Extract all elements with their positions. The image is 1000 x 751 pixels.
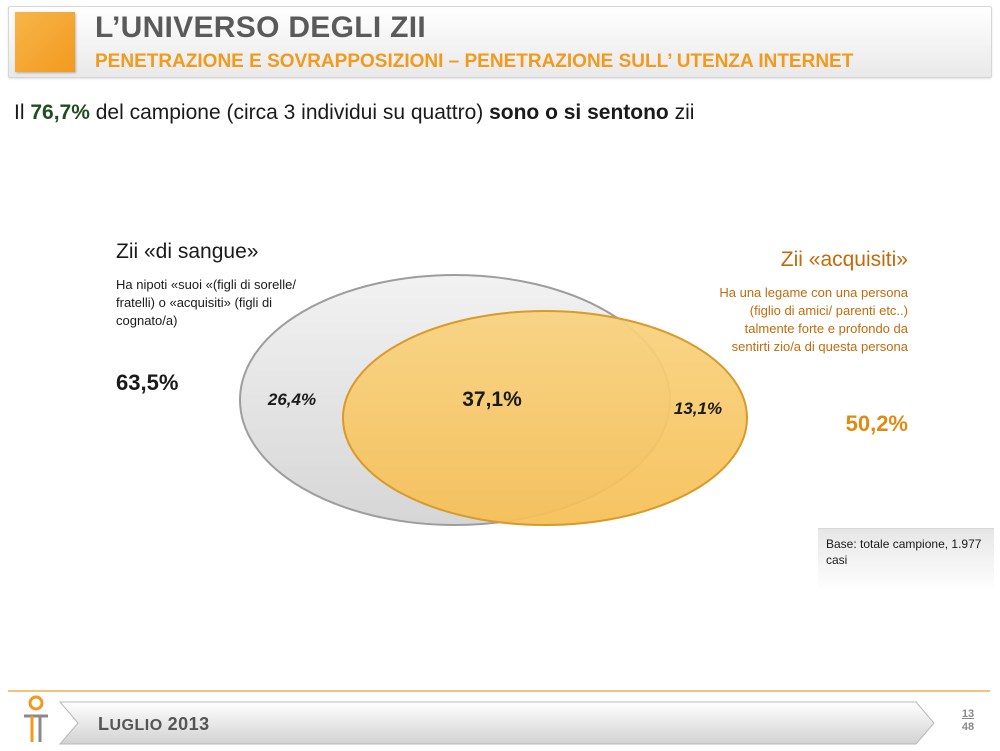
page-number: 13 48: [954, 708, 982, 734]
footer-divider: [8, 690, 990, 692]
footer-date-initial: L: [98, 714, 110, 734]
overlap-percent: 37,1%: [462, 388, 522, 411]
base-note-box: Base: totale campione, 1.977 casi: [818, 528, 994, 591]
headline-bold: sono o si sentono: [489, 101, 669, 124]
base-note: Base: totale campione, 1.977 casi: [826, 537, 982, 567]
slide-subtitle: PENETRAZIONE E SOVRAPPOSIZIONI – PENETRA…: [95, 51, 854, 72]
blood-uncles-percent: 63,5%: [116, 370, 179, 395]
page-total: 48: [961, 721, 975, 733]
acquired-only-percent: 13,1%: [674, 399, 722, 418]
footer-date-year: 2013: [167, 714, 210, 734]
page-current: 13: [961, 708, 975, 720]
headline-percent: 76,7%: [30, 101, 90, 124]
blood-uncles-title: Zii «di sangue»: [116, 240, 259, 263]
footer-date: LUGLIO 2013: [98, 714, 210, 735]
blood-only-percent: 26,4%: [267, 390, 316, 409]
footer-date-month: UGLIO: [109, 717, 163, 734]
footer-arrow-banner: [58, 701, 935, 745]
company-logo-icon: [24, 695, 48, 742]
acquired-uncles-percent: 50,2%: [845, 411, 908, 436]
acquired-uncles-description: Ha una legame con una persona (figlio di…: [719, 285, 908, 354]
header-accent-square: [15, 12, 75, 72]
slide-title: L’UNIVERSO DEGLI ZII: [95, 11, 427, 44]
headline: Il 76,7% del campione (circa 3 individui…: [14, 101, 694, 125]
blood-uncles-description: Ha nipoti «suoi «(figli di sorelle/ frat…: [116, 277, 296, 328]
acquired-uncles-title: Zii «acquisiti»: [780, 248, 908, 271]
slide-header: L’UNIVERSO DEGLI ZII PENETRAZIONE E SOVR…: [8, 6, 992, 78]
headline-part1: Il: [14, 101, 31, 124]
headline-part2: del campione (circa 3 individui su quatt…: [89, 101, 490, 124]
headline-part3: zii: [668, 101, 695, 124]
acquired-uncles-ellipse: [342, 310, 748, 526]
